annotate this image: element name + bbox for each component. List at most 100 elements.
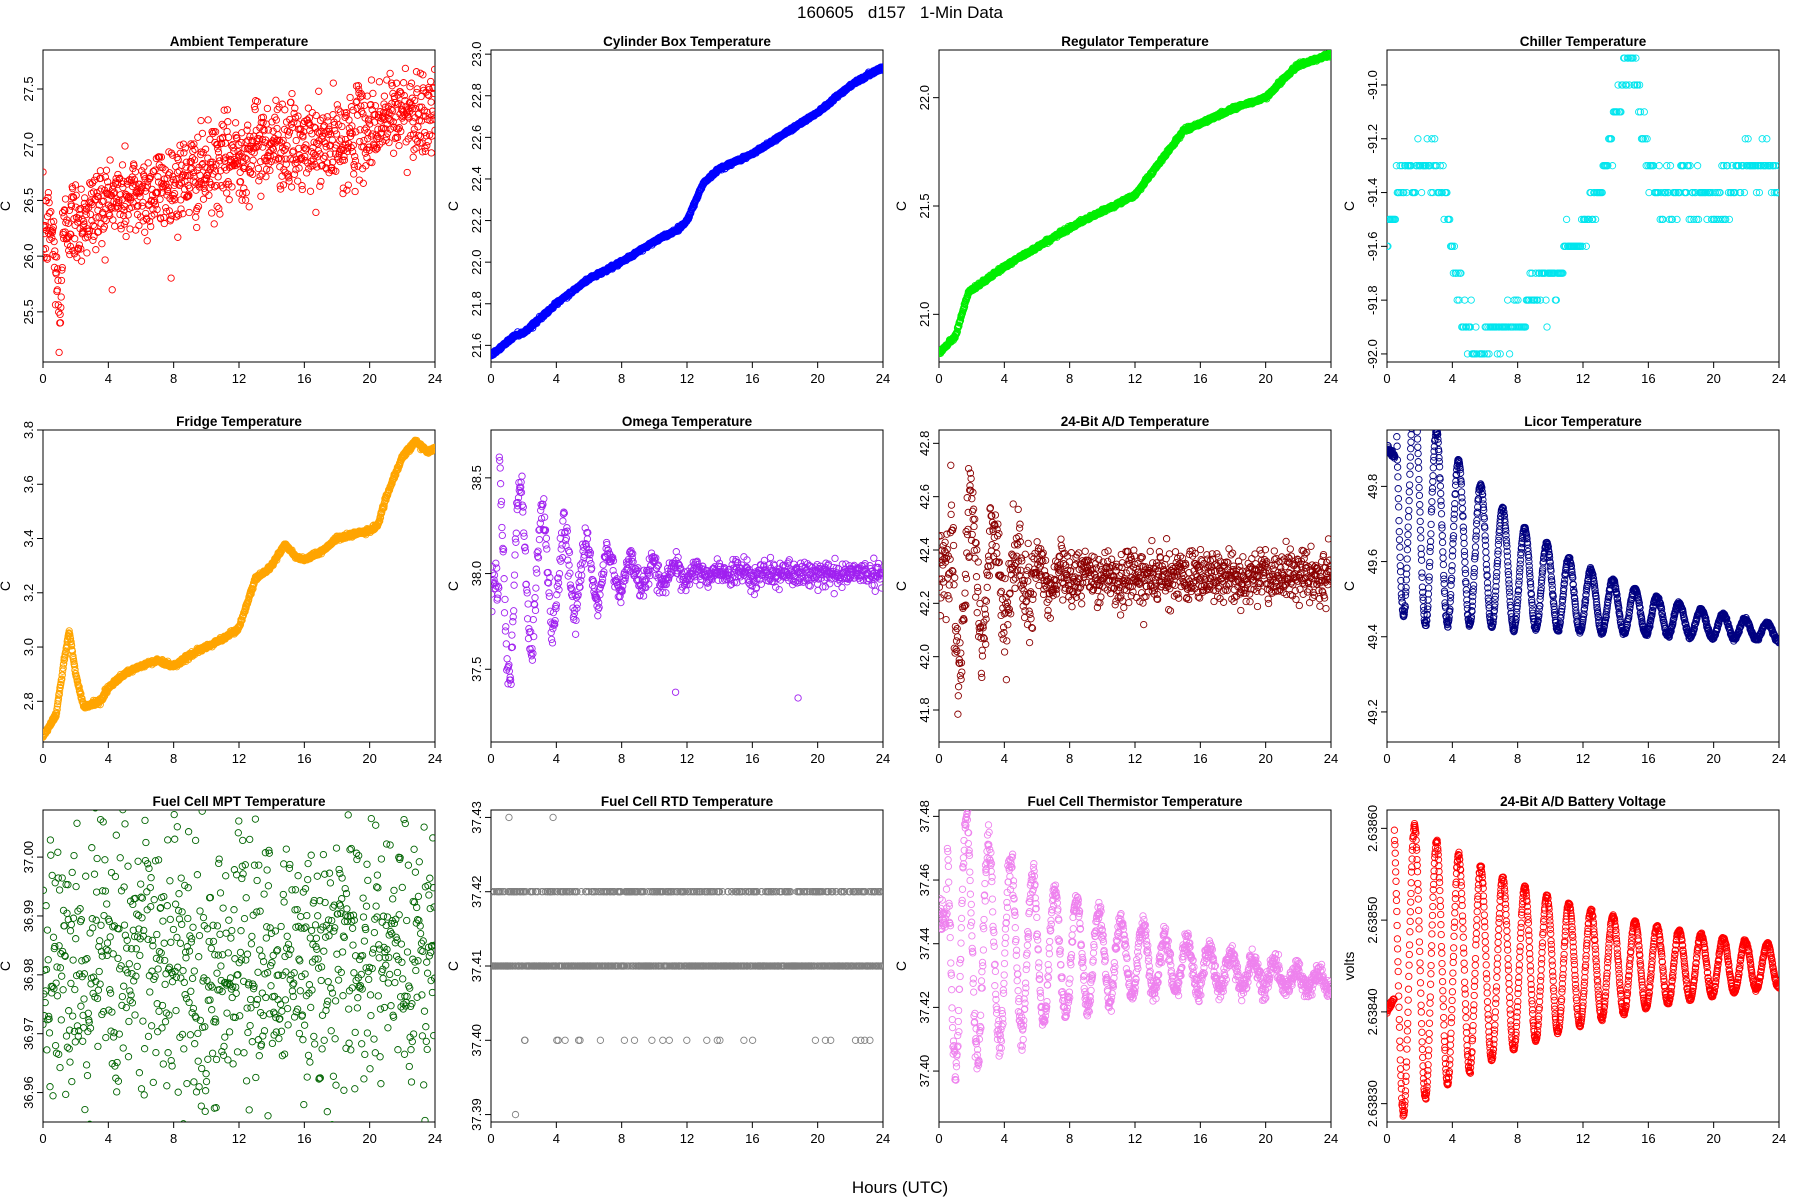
data-point (153, 189, 161, 197)
data-point (1604, 162, 1612, 170)
data-point (228, 183, 236, 191)
data-point (83, 249, 91, 257)
data-point (1716, 188, 1724, 197)
data-point (224, 133, 233, 141)
data-point (290, 118, 298, 126)
data-point (189, 168, 198, 177)
data-point (419, 71, 427, 79)
data-point (1766, 162, 1775, 170)
data-point (343, 144, 351, 152)
data-point (1636, 108, 1645, 116)
data-point (225, 196, 233, 204)
data-point (128, 173, 136, 181)
data-point (110, 188, 118, 196)
x-tick-label: 8 (170, 751, 177, 766)
data-point (244, 136, 252, 144)
data-point (1741, 135, 1749, 143)
data-point (75, 241, 84, 249)
data-point (412, 68, 421, 76)
data-point (200, 184, 208, 193)
data-point (409, 130, 418, 138)
data-point (1521, 323, 1530, 331)
data-point (204, 116, 212, 124)
data-point (64, 219, 72, 227)
data-points (491, 63, 883, 360)
y-tick-label: -92.0 (1365, 339, 1380, 369)
data-point (118, 161, 127, 169)
data-point (223, 127, 231, 136)
x-tick-label: 20 (362, 371, 376, 386)
data-point (58, 263, 66, 272)
data-point (1755, 188, 1764, 197)
data-point (65, 627, 73, 635)
data-point (294, 112, 302, 120)
chart-panel: Fridge TemperatureC048121620242.83.03.23… (0, 414, 442, 766)
data-point (58, 675, 66, 683)
data-point (423, 108, 431, 116)
data-point (75, 683, 83, 691)
data-point (312, 111, 320, 120)
data-point (1453, 296, 1461, 304)
data-point (223, 189, 231, 197)
data-point (1735, 162, 1743, 170)
data-point (114, 170, 122, 179)
data-point (389, 149, 398, 157)
data-point (1720, 162, 1728, 170)
data-point (54, 700, 62, 708)
data-point (1725, 215, 1734, 224)
data-point (294, 177, 302, 185)
data-point (214, 173, 222, 181)
data-point (1496, 350, 1504, 358)
data-point (393, 133, 402, 142)
data-point (1690, 215, 1698, 224)
data-point (128, 182, 137, 191)
data-point (295, 151, 304, 159)
data-point (1665, 215, 1674, 224)
data-point (1589, 215, 1597, 224)
data-point (359, 179, 367, 187)
data-point (1450, 242, 1459, 250)
x-tick-label: 0 (1383, 371, 1390, 386)
data-point (87, 189, 96, 198)
data-point (412, 144, 420, 152)
x-tick-label: 8 (1514, 371, 1521, 386)
data-point (1327, 51, 1331, 59)
data-point (341, 113, 349, 122)
data-point (298, 185, 306, 194)
data-point (106, 156, 114, 164)
data-point (1543, 323, 1551, 331)
data-point (281, 106, 289, 114)
data-point (1514, 296, 1522, 304)
data-point (199, 195, 208, 203)
data-point (1684, 162, 1692, 170)
data-point (416, 139, 424, 147)
data-point (403, 168, 411, 177)
data-point (371, 102, 380, 110)
data-point (1635, 81, 1644, 89)
data-point (1656, 215, 1664, 224)
data-point (358, 92, 366, 100)
data-point (153, 188, 162, 196)
data-point (336, 137, 344, 145)
data-point (193, 204, 201, 213)
data-point (352, 128, 360, 136)
data-point (366, 120, 374, 128)
data-point (1717, 215, 1725, 224)
y-tick-label: 22.0 (917, 85, 932, 110)
data-point (256, 172, 264, 180)
data-point (273, 105, 281, 114)
data-point (75, 245, 83, 253)
data-point (264, 126, 273, 134)
data-point (234, 152, 243, 160)
data-point (223, 106, 232, 114)
data-point (1763, 135, 1771, 143)
x-tick-label: 4 (105, 371, 112, 386)
y-tick-label: 27.0 (21, 132, 36, 157)
data-point (428, 132, 435, 140)
data-point (329, 79, 337, 87)
data-point (220, 106, 228, 114)
data-point (411, 96, 419, 105)
x-tick-label: 12 (232, 751, 246, 766)
data-point (301, 152, 309, 161)
